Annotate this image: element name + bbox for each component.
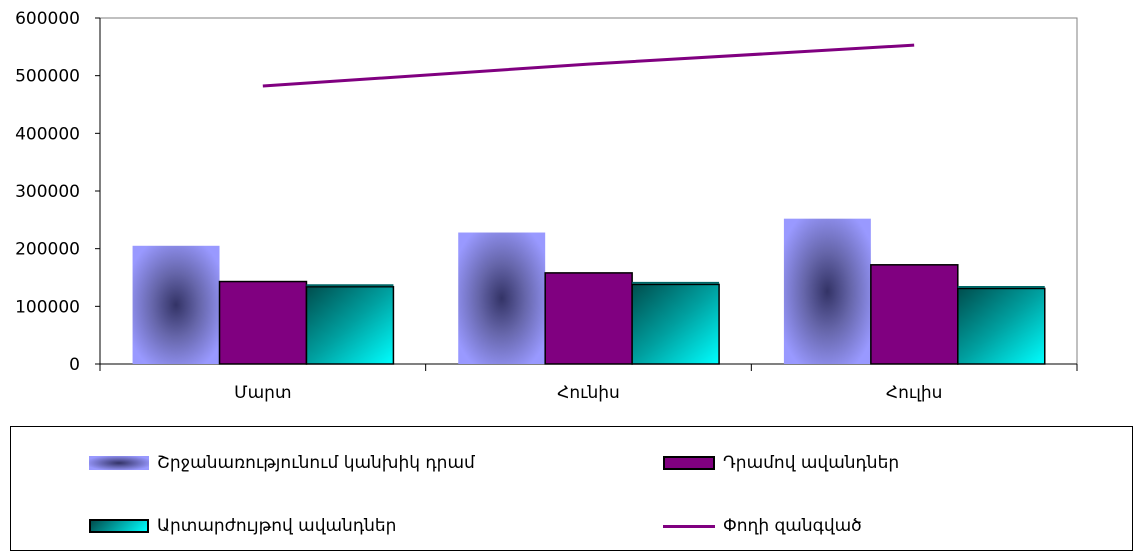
legend-item-money-supply: Փողի զանգված [663,516,862,536]
y-tick-label: 300000 [15,182,80,202]
legend: Շրջանառությունում կանխիկ դրամ Դրամով ավա… [10,426,1133,551]
y-tick-label: 100000 [15,297,80,317]
chart-svg: 0 100000 200000 300000 400000 500000 600000 Մար… [15,9,1078,403]
legend-swatch-dram-deposits [663,456,715,470]
y-tick-label: 600000 [15,9,80,29]
legend-item-fx-deposits: Արտարժույթով ավանդներ [89,516,396,536]
line-money-supply [262,43,915,88]
y-tick-label: 400000 [15,124,80,144]
bar-cash [132,245,220,364]
bars [132,218,1046,365]
legend-label-fx-deposits: Արտարժույթով ավանդներ [157,516,397,536]
legend-swatch-cash [89,456,149,470]
legend-label-cash: Շրջանառությունում կանխիկ դրամ [157,453,475,473]
bar-fx-deposits [631,283,720,365]
bar-dram-deposits [870,264,959,365]
lines [262,43,915,88]
x-category-label: Մարտ [234,383,291,403]
legend-label-dram-deposits: Դրամով ավանդներ [723,453,900,473]
bar-dram-deposits [544,272,633,365]
legend-item-dram-deposits: Դրամով ավանդներ [663,453,899,473]
axes: 0 100000 200000 300000 400000 500000 600000 Մար… [15,9,1078,403]
y-tick-label: 200000 [15,240,80,260]
bar-fx-deposits [305,285,395,365]
bar-fx-deposits [957,287,1046,365]
legend-label-money-supply: Փողի զանգված [723,516,862,536]
bar-cash [783,218,871,364]
legend-swatch-fx-deposits [89,519,149,533]
bar-cash [458,232,546,364]
bar-dram-deposits [218,280,308,365]
y-tick-label: 500000 [15,67,80,87]
legend-swatch-money-supply [663,524,715,528]
legend-item-cash: Շրջանառությունում կանխիկ դրամ [89,453,475,473]
x-category-label: Հուլիս [886,383,943,403]
y-tick-label: 0 [69,355,80,375]
x-category-label: Հունիս [557,383,620,403]
